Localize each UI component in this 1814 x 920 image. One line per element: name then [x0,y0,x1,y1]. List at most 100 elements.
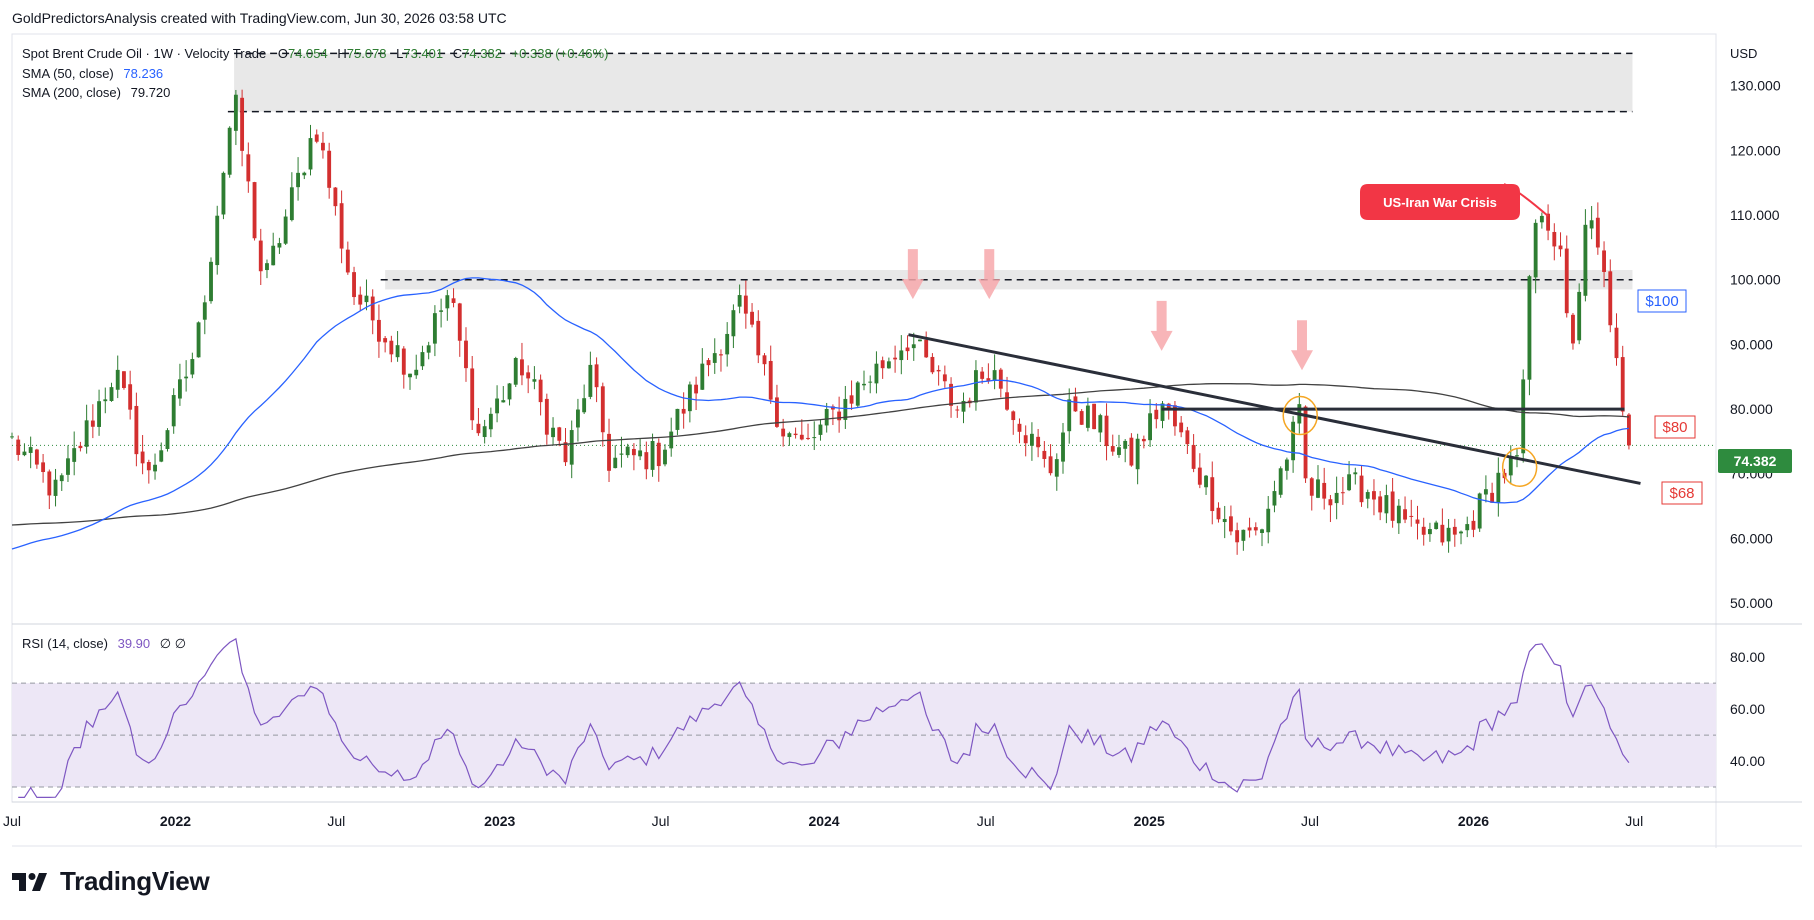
time-tick-label: 2024 [808,813,839,829]
time-axis[interactable]: Jul 2022 Jul 2023 Jul 2024 Jul 2025 Jul 2026 Jul [3,813,1643,829]
candle-up [22,443,27,457]
candle-down [538,374,543,416]
candle-up [663,444,667,467]
candle-up [1459,530,1463,545]
ohlc-low-label: L [396,46,403,61]
candle-down [880,356,885,379]
svg-text:SMA (50, close) 78.236: SMA (50, close) 78.236 [22,66,163,81]
candle-down [1471,510,1476,538]
currency-label[interactable]: USD [1730,46,1757,61]
candle-up [184,360,189,392]
candle-up [1284,457,1289,480]
candle-down [706,358,711,377]
candle-down [924,331,929,358]
candle-down [793,427,798,439]
candle-down [1005,376,1009,411]
candle-up [227,126,232,178]
candle-down [930,353,935,375]
candle-up [426,341,431,360]
candle-up [1117,434,1121,458]
candle-up [1365,489,1370,509]
candle-down [1104,403,1109,461]
candle-up [1266,496,1271,544]
candle-down [470,356,475,431]
rsi-label[interactable]: RSI (14, close) [22,636,108,651]
rsi-line [18,637,1630,798]
candle-down [358,286,363,312]
candle-down [656,438,661,482]
candle-up [582,384,587,415]
candle-down [1185,426,1190,454]
candle-down [1129,433,1134,467]
price-tick-label: 60.000 [1730,530,1773,546]
candle-down [775,384,779,428]
candle-down [998,367,1003,398]
candle-up [1465,516,1470,538]
chart-credit: GoldPredictorsAnalysis created with Trad… [12,10,507,26]
candle-down [90,404,95,439]
candle-down [1558,232,1563,257]
candle-down [321,131,325,159]
candle-down [1023,425,1028,457]
candle-up [961,392,966,424]
rsi-axis[interactable]: 80.00 60.00 40.00 [1730,649,1765,769]
sma200-value: 79.720 [131,85,171,100]
candle-up [1098,413,1103,443]
candle-down [607,418,611,482]
ohlc-open-label: O [278,46,288,61]
candle-up [408,373,412,390]
price-axis[interactable]: 130.000 120.000 110.000 100.000 90.000 80.000… [1730,78,1781,611]
last-price-badge[interactable]: 74.382 [1718,449,1792,473]
candle-up [66,445,70,482]
resistance-zone-top [234,53,1633,112]
ohlc-open: 74.054 [288,46,328,61]
candle-up [1222,505,1227,539]
candle-up [10,432,14,439]
candle-down [980,366,985,384]
candle-up [712,338,717,374]
symbol-title[interactable]: Spot Brent Crude Oil · 1W · Velocity Tra… [22,46,266,61]
candle-up [974,360,978,411]
chart-canvas[interactable]: USD 130.000 120.000 110.000 100.000 90.000 80… [0,0,1814,860]
ohlc-close: 74.382 [462,46,502,61]
candle-up [289,172,294,222]
sma50-label[interactable]: SMA (50, close) [22,66,114,81]
candle-down [1322,467,1327,510]
callout-text: US-Iran War Crisis [1383,195,1497,210]
candle-up [1316,465,1320,499]
candle-up [1384,484,1389,524]
svg-text:Spot Brent Crude Oil · 1W · Ve: Spot Brent Crude Oil · 1W · Velocity Tra… [22,46,608,61]
candle-up [862,370,866,391]
sma200-label[interactable]: SMA (200, close) [22,85,121,100]
candle-up [619,436,624,468]
down-arrow-icon [1290,320,1313,371]
candle-down [1627,413,1631,450]
candle-down [389,335,394,363]
candle-up [84,404,89,454]
candle-down [1546,204,1551,241]
candle-down [1421,517,1426,546]
candle-down [893,345,898,373]
candle-down [1210,461,1215,525]
sma50-value: 78.236 [123,66,163,81]
candle-up [886,357,891,369]
candle-up [1260,528,1264,547]
candle-down [1614,313,1619,366]
candle-down [1253,522,1258,536]
candle-up [165,428,170,452]
tradingview-logo[interactable]: TradingView [12,866,210,897]
ohlc-close-label: C [453,46,462,61]
svg-text:$100: $100 [1645,293,1678,310]
candle-up [271,232,276,266]
candle-down [1235,522,1240,555]
candle-down [128,370,133,420]
candle-down [631,443,636,471]
candle-down [1571,312,1575,350]
candle-down [240,89,245,167]
candle-up [445,289,450,321]
candle-down [955,405,960,418]
candle-up [911,332,916,361]
candle-up [209,257,213,304]
candle-up [265,259,269,279]
candle-up [1272,480,1277,513]
